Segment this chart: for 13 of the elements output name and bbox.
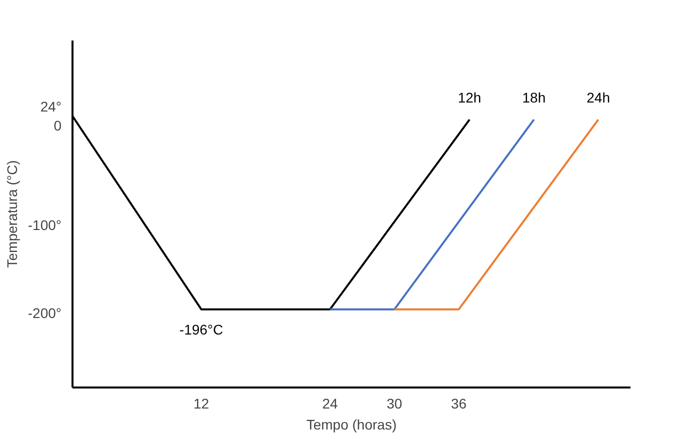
x-axis-title: Tempo (horas): [306, 416, 397, 432]
x-tick-label: 36: [451, 396, 467, 412]
y-tick-label: -100°: [28, 216, 62, 233]
annotation: -196°C: [179, 321, 224, 338]
x-tick-label: 30: [386, 396, 402, 412]
series-label: 12h: [458, 90, 482, 106]
y-tick-label: -200°: [28, 304, 62, 321]
y-tick-label: 24° 0: [40, 98, 62, 134]
x-tick-label: 12: [193, 396, 210, 412]
y-axis-title: Temperatura (°C): [4, 160, 20, 268]
x-tick-label: 24: [322, 396, 338, 412]
series-label: 24h: [586, 90, 610, 106]
series-label: 18h: [522, 90, 546, 106]
